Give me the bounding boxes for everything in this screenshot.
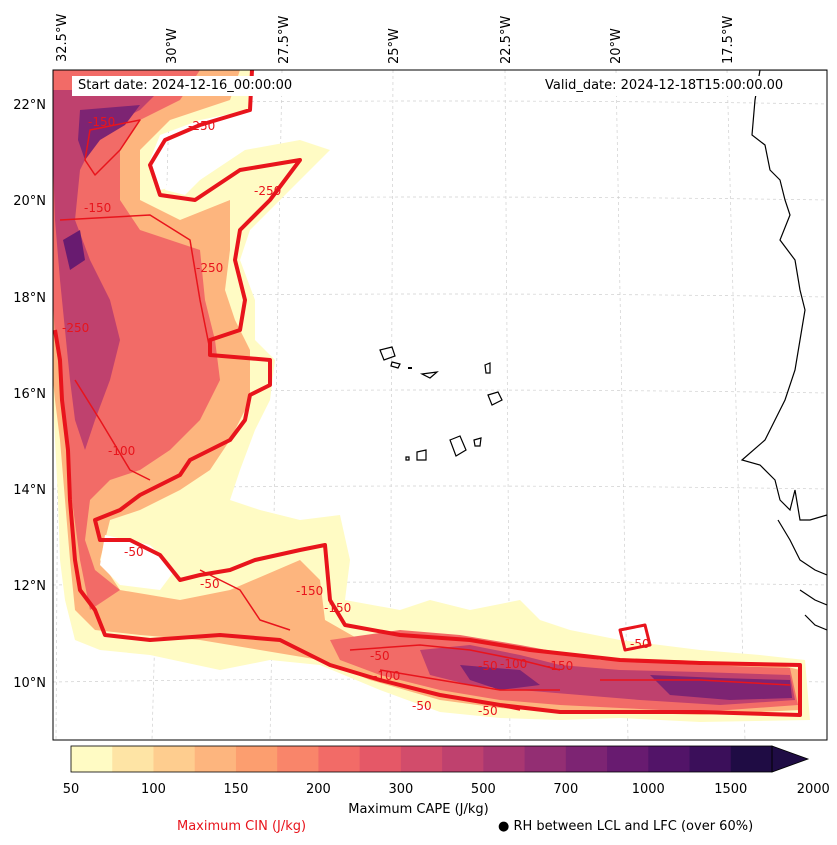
colorbar-tick-label: 100 bbox=[141, 782, 166, 797]
valid-date-label: Valid_date: 2024-12-18T15:00:00.00 bbox=[539, 76, 790, 96]
cin-label: -150 bbox=[546, 659, 573, 673]
lat-label-22n: 22°N bbox=[13, 98, 46, 113]
lat-label-14n: 14°N bbox=[13, 483, 46, 498]
colorbar-tick-label: 700 bbox=[553, 782, 579, 797]
colorbar-segment bbox=[689, 746, 732, 772]
cin-label: -250 bbox=[188, 119, 215, 133]
cin-label: -250 bbox=[196, 261, 223, 275]
cin-label: -50 bbox=[370, 649, 390, 663]
cin-label: -50 bbox=[478, 704, 498, 718]
cin-label: -250 bbox=[254, 184, 281, 198]
lat-label-16n: 16°N bbox=[13, 387, 46, 402]
cin-label: -50 bbox=[200, 577, 220, 591]
colorbar-segment bbox=[565, 746, 608, 772]
colorbar-tick-label: 1000 bbox=[631, 782, 665, 797]
cin-label: -150 bbox=[84, 201, 111, 215]
rh-legend-label: ● RH between LCL and LFC (over 60%) bbox=[498, 819, 754, 834]
lat-label-18n: 18°N bbox=[13, 291, 46, 306]
colorbar-segments bbox=[71, 746, 773, 772]
colorbar-segment bbox=[153, 746, 196, 772]
colorbar-segment bbox=[524, 746, 567, 772]
cin-label: -50 bbox=[630, 637, 650, 651]
cin-label: -250 bbox=[62, 321, 89, 335]
colorbar bbox=[70, 745, 810, 773]
coastlines bbox=[379, 70, 827, 631]
colorbar-segment bbox=[235, 746, 278, 772]
cin-label: -150 bbox=[296, 584, 323, 598]
lat-label-20n: 20°N bbox=[13, 194, 46, 209]
cin-label: -150 bbox=[324, 601, 351, 615]
cin-label: -50 bbox=[478, 659, 498, 673]
colorbar-segment bbox=[607, 746, 649, 772]
colorbar-segment bbox=[730, 746, 773, 772]
colorbar-tick-label: 200 bbox=[305, 782, 331, 797]
cin-label: -50 bbox=[124, 545, 144, 559]
colorbar-tick-label: 500 bbox=[470, 782, 496, 797]
lat-label-10n: 10°N bbox=[13, 676, 46, 691]
colorbar-segment bbox=[483, 746, 526, 772]
colorbar-segment bbox=[71, 746, 113, 772]
colorbar-title: Maximum CAPE (J/kg) bbox=[348, 802, 489, 817]
colorbar-segment bbox=[359, 746, 402, 772]
colorbar-segment bbox=[194, 746, 237, 772]
cin-label: -150 bbox=[88, 115, 115, 129]
cin-contour-labels: -150 -250 -150 -250 -250 -250 -100 -50 -… bbox=[62, 115, 650, 718]
cape-field bbox=[53, 70, 810, 722]
cin-label: -100 bbox=[373, 669, 400, 683]
colorbar-segment bbox=[648, 746, 691, 772]
cin-contours bbox=[53, 70, 802, 717]
colorbar-tick-label: 1500 bbox=[714, 782, 748, 797]
cin-label: -50 bbox=[412, 699, 432, 713]
cin-label: -100 bbox=[108, 444, 135, 458]
colorbar-segment bbox=[442, 746, 484, 772]
colorbar-tick-label: 150 bbox=[223, 782, 249, 797]
start-date-label: Start date: 2024-12-16_00:00:00 bbox=[72, 76, 299, 96]
lat-label-12n: 12°N bbox=[13, 579, 46, 594]
colorbar-segment bbox=[112, 746, 154, 772]
colorbar-segment bbox=[318, 746, 361, 772]
colorbar-extend-arrow bbox=[771, 745, 810, 773]
colorbar-segment bbox=[277, 746, 319, 772]
colorbar-tick-label: 300 bbox=[388, 782, 414, 797]
colorbar-segment bbox=[400, 746, 443, 772]
cin-legend-label: Maximum CIN (J/kg) bbox=[177, 819, 307, 834]
cin-label: -100 bbox=[500, 657, 527, 671]
colorbar-tick-label: 2000 bbox=[796, 782, 830, 797]
colorbar-tick-label: 50 bbox=[62, 782, 80, 797]
